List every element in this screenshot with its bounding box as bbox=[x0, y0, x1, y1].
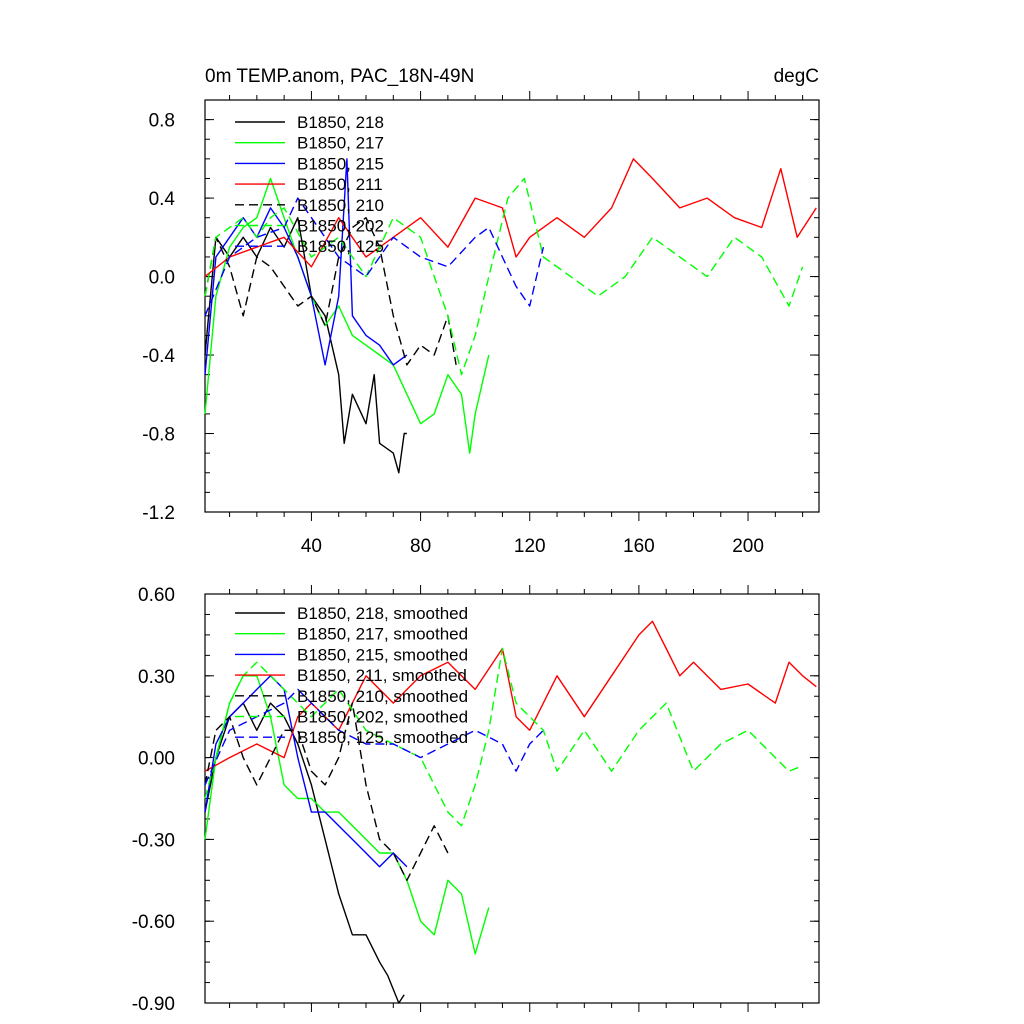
series-line bbox=[204, 158, 817, 278]
series-line bbox=[204, 216, 457, 366]
legend-label: B1850, 211, smoothed bbox=[297, 666, 467, 685]
x-tick-label: 40 bbox=[301, 536, 322, 557]
chart-title: 0m TEMP.anom, PAC_18N-49N bbox=[205, 66, 474, 87]
upper-panel: 40 80 120 160 200 0.8 0.4 0.0 -0.4 -0.8 -1.2 B1850,… bbox=[142, 91, 820, 557]
legend-label: B1850, 211 bbox=[297, 175, 383, 194]
series-line bbox=[204, 702, 405, 1004]
legend-label: B1850, 215 bbox=[297, 154, 384, 173]
series-line bbox=[204, 675, 408, 868]
series-line bbox=[204, 688, 544, 786]
lower-panel: 0.60 0.30 0.00 -0.30 -0.60 -0.90 B1850, 218, s… bbox=[132, 585, 820, 1015]
series-line bbox=[204, 197, 545, 317]
y-tick-label: 0.60 bbox=[138, 585, 175, 606]
chart-units: degC bbox=[774, 66, 819, 87]
legend-label: B1850, 210, smoothed bbox=[297, 687, 468, 706]
series-line bbox=[204, 702, 449, 881]
legend-label: B1850, 218, smoothed bbox=[297, 604, 468, 623]
series-line bbox=[204, 216, 407, 474]
y-tick-label: -1.2 bbox=[142, 503, 175, 524]
series-line bbox=[204, 620, 817, 772]
legend-label: B1850, 217 bbox=[297, 134, 384, 153]
plot-frame bbox=[204, 99, 820, 513]
legend-label: B1850, 125, smoothed bbox=[297, 728, 468, 747]
y-tick-label: -0.60 bbox=[132, 912, 175, 933]
legend-label: B1850, 202 bbox=[297, 217, 384, 236]
legend-label: B1850, 215, smoothed bbox=[297, 645, 468, 664]
y-tick-label: 0.0 bbox=[149, 268, 175, 289]
y-tick-label: -0.4 bbox=[142, 346, 175, 367]
series-line bbox=[204, 177, 490, 454]
x-tick-label: 120 bbox=[514, 536, 546, 557]
legend-label: B1850, 202, smoothed bbox=[297, 708, 468, 727]
x-tick-label: 80 bbox=[410, 536, 431, 557]
legend-label: B1850, 217, smoothed bbox=[297, 625, 468, 644]
y-tick-label: 0.00 bbox=[138, 749, 175, 770]
legend-label: B1850, 125 bbox=[297, 237, 384, 256]
y-tick-label: -0.8 bbox=[142, 425, 175, 446]
series-line bbox=[204, 647, 803, 827]
legend-label: B1850, 210 bbox=[297, 196, 384, 215]
y-tick-label: 0.30 bbox=[138, 667, 175, 688]
x-tick-label: 160 bbox=[623, 536, 655, 557]
y-tick-label: 0.4 bbox=[149, 189, 176, 210]
y-tick-label: 0.8 bbox=[149, 111, 175, 132]
y-tick-label: -0.90 bbox=[132, 994, 175, 1015]
series-line bbox=[204, 177, 804, 376]
y-tick-label: -0.30 bbox=[132, 830, 175, 851]
legend-label: B1850, 218 bbox=[297, 113, 384, 132]
x-tick-label: 200 bbox=[732, 536, 764, 557]
